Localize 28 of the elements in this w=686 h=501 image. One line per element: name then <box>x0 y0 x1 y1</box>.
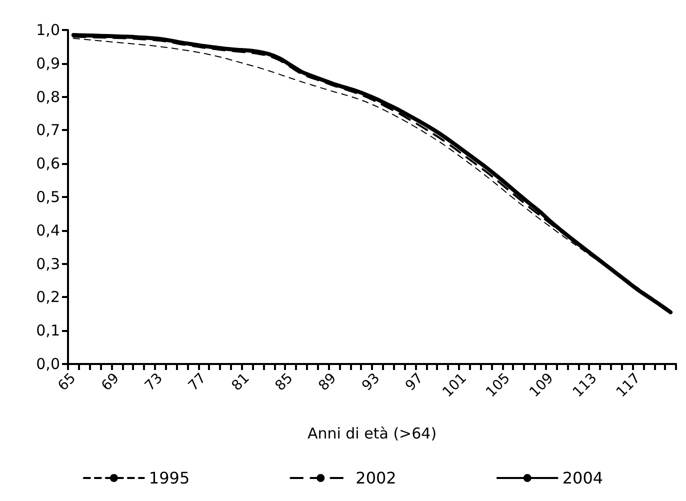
x-tick-label: 81 <box>228 370 253 394</box>
y-tick-label: 0,6 <box>36 154 60 173</box>
x-tick-label: 109 <box>526 370 557 401</box>
x-tick-label: 65 <box>55 370 80 394</box>
y-tick-label: 0,3 <box>36 254 60 273</box>
x-tick-label: 85 <box>272 370 296 394</box>
y-tick-label: 0,0 <box>36 355 60 373</box>
x-tick-label: 113 <box>570 370 600 401</box>
y-tick-label: 0,4 <box>36 221 60 240</box>
legend-label: 2002 <box>356 468 396 488</box>
x-tick-label: 101 <box>440 370 470 401</box>
y-tick-label: 0,2 <box>36 288 60 306</box>
y-tick-label: 0,9 <box>36 54 60 72</box>
x-tick-label: 77 <box>185 370 210 394</box>
y-tick-label: 1,0 <box>36 21 60 39</box>
x-tick-label: 69 <box>98 370 123 394</box>
x-tick-label: 97 <box>402 370 427 394</box>
legend-label: 1995 <box>148 468 190 488</box>
y-tick-label: 0,5 <box>36 188 60 206</box>
x-tick-label: 89 <box>316 370 340 394</box>
y-tick-label: 0,8 <box>36 88 60 106</box>
x-tick-label: 93 <box>359 370 384 394</box>
legend-label: 2004 <box>562 468 604 488</box>
x-axis-title: Anni di età (>64) <box>307 424 437 442</box>
y-tick-label: 0,1 <box>36 322 60 340</box>
y-tick-label: 0,7 <box>36 121 60 140</box>
x-tick-label: 105 <box>483 370 514 401</box>
x-tick-label: 73 <box>142 370 166 394</box>
